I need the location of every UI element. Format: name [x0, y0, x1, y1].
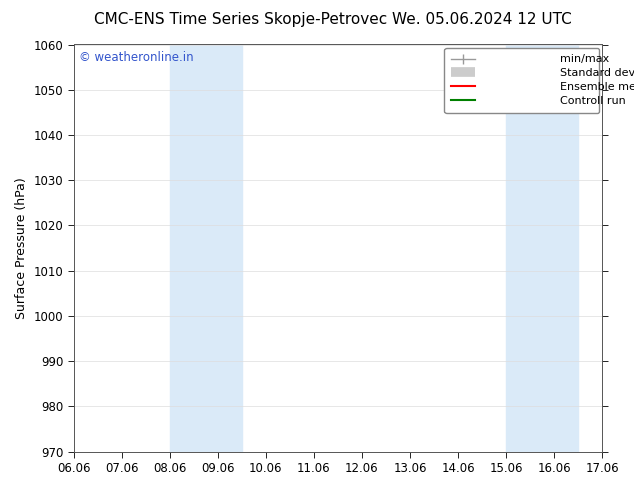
- Text: We. 05.06.2024 12 UTC: We. 05.06.2024 12 UTC: [392, 12, 572, 27]
- Text: © weatheronline.in: © weatheronline.in: [79, 50, 193, 64]
- Y-axis label: Surface Pressure (hPa): Surface Pressure (hPa): [15, 177, 28, 319]
- Legend: min/max, Standard deviation, Ensemble mean run, Controll run: min/max, Standard deviation, Ensemble me…: [444, 48, 599, 113]
- Text: CMC-ENS Time Series Skopje-Petrovec: CMC-ENS Time Series Skopje-Petrovec: [94, 12, 387, 27]
- Bar: [170, 45, 242, 452]
- Bar: [506, 45, 578, 452]
